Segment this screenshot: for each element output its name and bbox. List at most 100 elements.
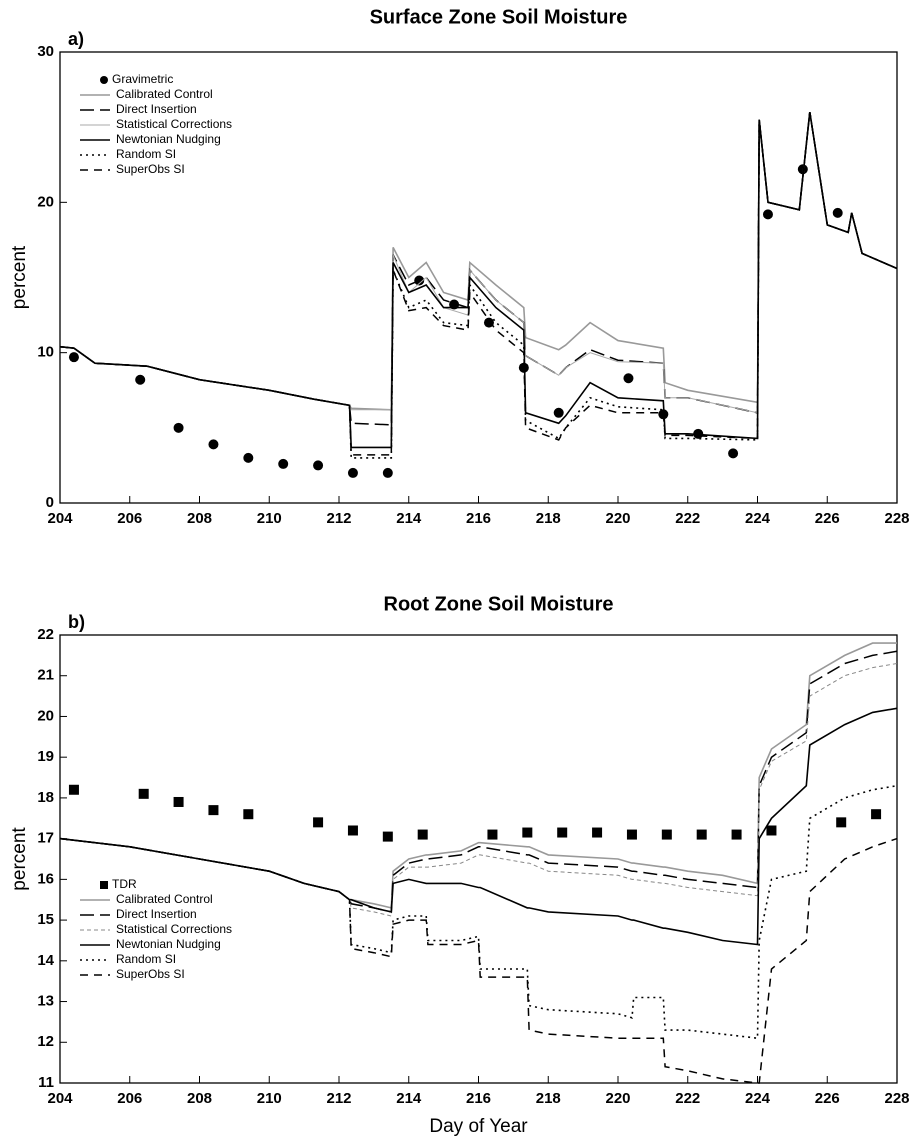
- legend-label: Direct Insertion: [116, 102, 197, 116]
- y-axis-label: percent: [9, 245, 30, 309]
- y-tick-label: 22: [37, 626, 54, 643]
- x-tick-label: 226: [815, 510, 840, 527]
- x-tick-label: 218: [536, 510, 561, 527]
- data-point: [487, 829, 498, 840]
- series-line: [59, 663, 898, 917]
- data-point: [243, 452, 254, 463]
- legend-label: Newtonian Nudging: [116, 132, 221, 146]
- data-point: [417, 829, 428, 840]
- x-tick-label: 212: [326, 510, 351, 527]
- data-point: [483, 317, 494, 328]
- data-point: [797, 164, 808, 175]
- y-tick-label: 13: [37, 993, 54, 1010]
- x-tick-label: 210: [257, 1090, 282, 1107]
- y-tick-label: 15: [37, 911, 54, 928]
- data-point: [208, 439, 219, 450]
- data-point: [728, 448, 739, 459]
- data-point: [557, 827, 568, 838]
- x-tick-label: 218: [536, 1090, 561, 1107]
- series-line: [59, 111, 898, 426]
- legend-marker: [100, 881, 108, 889]
- legend-label: Newtonian Nudging: [116, 937, 221, 951]
- data-point: [347, 467, 358, 478]
- data-point: [623, 373, 634, 384]
- x-tick-label: 228: [884, 510, 909, 527]
- chart-title: Surface Zone Soil Moisture: [370, 6, 628, 28]
- data-point: [382, 831, 393, 842]
- x-tick-label: 204: [47, 1090, 73, 1107]
- legend-label: Random SI: [116, 147, 176, 161]
- y-tick-label: 30: [37, 43, 54, 60]
- data-point: [138, 788, 149, 799]
- data-point: [208, 805, 219, 816]
- y-axis-label: percent: [9, 827, 30, 891]
- series-line: [59, 837, 898, 1084]
- y-tick-label: 21: [37, 667, 54, 684]
- data-point: [522, 827, 533, 838]
- plot-frame: [59, 634, 898, 1084]
- x-tick-label: 222: [675, 1090, 700, 1107]
- x-tick-label: 214: [396, 1090, 422, 1107]
- legend-label: TDR: [112, 877, 137, 891]
- legend-label: SuperObs SI: [116, 967, 185, 981]
- legend-label: Statistical Corrections: [116, 117, 232, 131]
- legend-label: Calibrated Control: [116, 892, 213, 906]
- data-point: [313, 817, 324, 828]
- data-point: [626, 829, 637, 840]
- y-tick-label: 14: [37, 952, 54, 969]
- x-tick-label: 210: [257, 510, 282, 527]
- series-line: [59, 111, 898, 459]
- data-point: [68, 784, 79, 795]
- y-tick-label: 20: [37, 707, 54, 724]
- legend-label: Calibrated Control: [116, 87, 213, 101]
- x-tick-label: 220: [605, 510, 630, 527]
- x-tick-label: 224: [745, 1090, 771, 1107]
- y-tick-label: 0: [46, 494, 54, 511]
- x-tick-label: 224: [745, 510, 771, 527]
- panel-label: a): [68, 29, 84, 49]
- legend-label: Random SI: [116, 952, 176, 966]
- x-tick-label: 220: [605, 1090, 630, 1107]
- series-line: [59, 650, 898, 913]
- y-tick-label: 10: [37, 344, 54, 361]
- data-point: [173, 422, 184, 433]
- series-line: [59, 111, 898, 456]
- data-point: [731, 829, 742, 840]
- data-point: [592, 827, 603, 838]
- plot-area: [59, 111, 898, 478]
- data-point: [68, 352, 79, 363]
- y-tick-label: 17: [37, 830, 54, 847]
- legend-marker: [100, 76, 108, 84]
- x-tick-label: 212: [326, 1090, 351, 1107]
- x-tick-label: 208: [187, 510, 212, 527]
- legend-label: SuperObs SI: [116, 162, 185, 176]
- y-tick-label: 19: [37, 748, 54, 765]
- x-tick-label: 228: [884, 1090, 909, 1107]
- y-tick-label: 11: [38, 1074, 54, 1091]
- data-point: [313, 460, 324, 471]
- x-tick-label: 204: [47, 510, 73, 527]
- data-point: [766, 825, 777, 836]
- data-point: [135, 374, 146, 385]
- data-point: [832, 207, 843, 218]
- x-tick-label: 216: [466, 1090, 491, 1107]
- x-tick-label: 226: [815, 1090, 840, 1107]
- legend-label: Direct Insertion: [116, 907, 197, 921]
- series-line: [59, 111, 898, 411]
- series-line: [59, 784, 898, 1040]
- data-point: [173, 796, 184, 807]
- legend-label: Gravimetric: [112, 72, 173, 86]
- data-point: [696, 829, 707, 840]
- series-line: [59, 112, 898, 414]
- x-tick-label: 206: [117, 510, 142, 527]
- x-tick-label: 222: [675, 510, 700, 527]
- x-tick-label: 216: [466, 510, 491, 527]
- x-tick-label: 208: [187, 1090, 212, 1107]
- y-tick-label: 20: [37, 193, 54, 210]
- data-point: [836, 817, 847, 828]
- plot-area: [59, 642, 898, 1084]
- data-point: [553, 407, 564, 418]
- x-tick-label: 206: [117, 1090, 142, 1107]
- legend-label: Statistical Corrections: [116, 922, 232, 936]
